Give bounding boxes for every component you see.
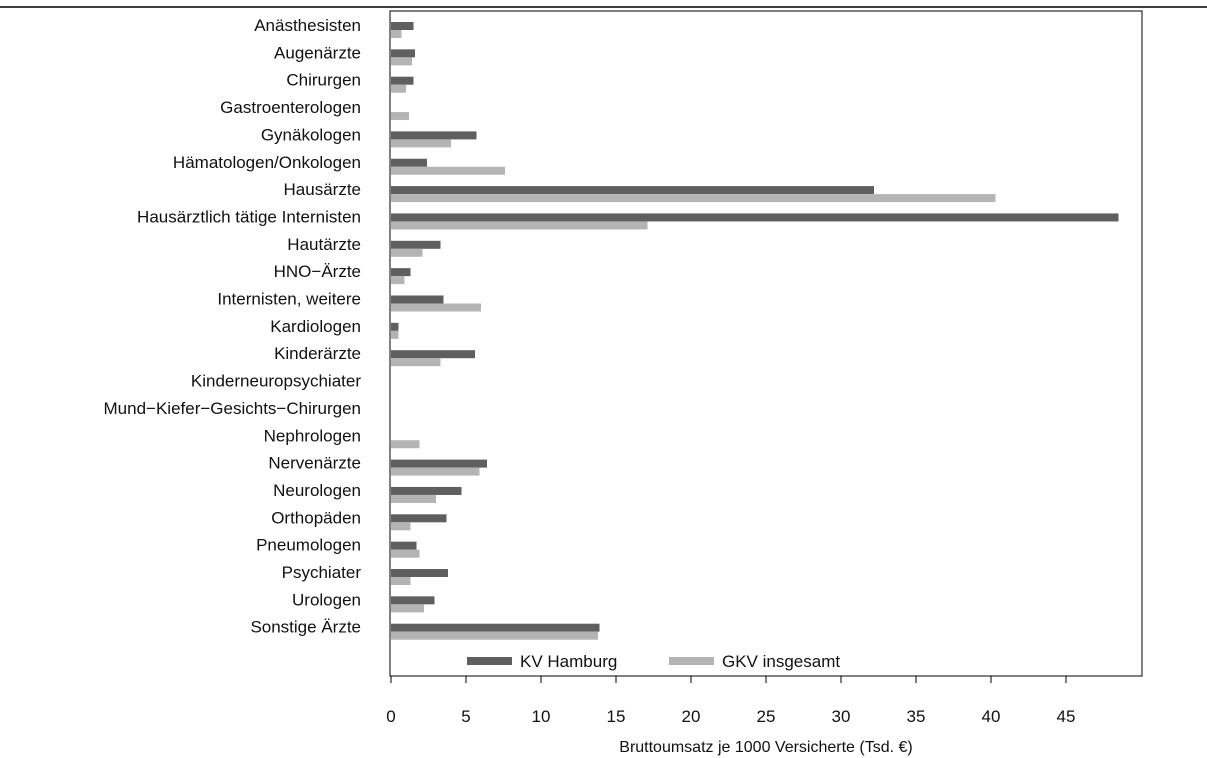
category-label: Neurologen — [273, 481, 361, 500]
category-labels: Anästhesisten Augenärzte Chirurgen Gastroen… — [104, 16, 362, 637]
bar-gkv-insgesamt — [391, 549, 420, 558]
legend-kv-hamburg-label: KV Hamburg — [520, 652, 617, 671]
x-axis-title: Bruttoumsatz je 1000 Versicherte (Tsd. €… — [619, 739, 912, 756]
bar-kv-hamburg — [391, 459, 487, 468]
bar-kv-hamburg — [391, 186, 874, 195]
bar-gkv-insgesamt — [391, 84, 406, 93]
bar-kv-hamburg — [391, 322, 399, 331]
bar-kv-hamburg — [391, 569, 448, 577]
bar-kv-hamburg — [391, 268, 411, 277]
bar-kv-hamburg — [391, 22, 414, 30]
bar-gkv-insgesamt — [391, 467, 480, 476]
plot-frame — [389, 10, 1143, 677]
x-tick-label: 30 — [832, 707, 851, 726]
category-label: Internisten, weitere — [217, 290, 361, 309]
category-label: Hausärzte — [284, 180, 361, 199]
bar-kv-hamburg — [391, 76, 414, 85]
bar-kv-hamburg — [391, 596, 435, 605]
bar-gkv-insgesamt — [391, 303, 481, 312]
legend-gkv-insgesamt-swatch — [669, 657, 714, 665]
bar-kv-hamburg — [391, 131, 477, 140]
category-label: Gynäkologen — [261, 125, 361, 144]
bar-gkv-insgesamt — [391, 166, 505, 175]
bar-kv-hamburg — [391, 541, 417, 550]
bars — [391, 22, 1119, 640]
bar-gkv-insgesamt — [391, 57, 412, 66]
bar-gkv-insgesamt — [391, 494, 436, 503]
x-tick-label: 45 — [1057, 707, 1076, 726]
legend: KV Hamburg GKV insgesamt — [467, 652, 840, 671]
bar-gkv-insgesamt — [391, 522, 411, 531]
category-label: Chirurgen — [286, 71, 361, 90]
category-label: Hautärzte — [287, 235, 361, 254]
x-tick-label: 0 — [386, 707, 395, 726]
category-label: Anästhesisten — [254, 16, 361, 35]
category-label: Hämatologen/Onkologen — [173, 153, 361, 172]
bar-gkv-insgesamt — [391, 631, 598, 640]
bar-gkv-insgesamt — [391, 248, 423, 257]
category-label: HNO−Ärzte — [274, 262, 361, 281]
bar-gkv-insgesamt — [391, 276, 405, 285]
category-label: Orthopäden — [271, 508, 361, 527]
x-tick-label: 40 — [982, 707, 1001, 726]
bar-gkv-insgesamt — [391, 358, 441, 367]
bar-kv-hamburg — [391, 295, 444, 304]
category-label: Mund−Kiefer−Gesichts−Chirurgen — [104, 399, 362, 418]
bar-gkv-insgesamt — [391, 112, 409, 121]
legend-gkv-insgesamt-label: GKV insgesamt — [722, 652, 840, 671]
bar-gkv-insgesamt — [391, 194, 996, 203]
category-label: Gastroenterologen — [220, 98, 361, 117]
bar-gkv-insgesamt — [391, 577, 411, 585]
bar-kv-hamburg — [391, 158, 427, 167]
x-tick-label: 5 — [461, 707, 470, 726]
bar-kv-hamburg — [391, 49, 415, 58]
bar-kv-hamburg — [391, 623, 600, 632]
x-tick-label: 25 — [757, 707, 776, 726]
category-label: Augenärzte — [274, 43, 361, 62]
category-label: Kardiologen — [270, 317, 361, 336]
bar-gkv-insgesamt — [391, 440, 420, 449]
x-tick-label: 10 — [532, 707, 551, 726]
bar-gkv-insgesamt — [391, 604, 424, 613]
category-label: Kinderneuropsychiater — [191, 372, 361, 391]
bar-kv-hamburg — [391, 350, 475, 359]
category-label: Nephrologen — [264, 426, 361, 445]
bar-kv-hamburg — [391, 213, 1119, 222]
category-label: Hausärztlich tätige Internisten — [137, 207, 361, 226]
category-label: Kinderärzte — [274, 344, 361, 363]
bar-gkv-insgesamt — [391, 30, 402, 38]
x-tick-label: 35 — [907, 707, 926, 726]
bar-kv-hamburg — [391, 486, 462, 495]
category-label: Sonstige Ärzte — [250, 618, 361, 637]
legend-kv-hamburg-swatch — [467, 657, 512, 665]
bar-kv-hamburg — [391, 240, 441, 249]
bar-gkv-insgesamt — [391, 221, 648, 230]
x-tick-label: 15 — [607, 707, 626, 726]
category-label: Nervenärzte — [268, 454, 361, 473]
bar-gkv-insgesamt — [391, 330, 399, 339]
bar-kv-hamburg — [391, 514, 447, 523]
category-label: Pneumologen — [256, 536, 361, 555]
category-label: Psychiater — [282, 563, 362, 582]
category-label: Urologen — [292, 590, 361, 609]
bar-gkv-insgesamt — [391, 139, 451, 148]
x-tick-label: 20 — [682, 707, 701, 726]
x-axis: 0 5 10 15 20 25 30 35 40 45 — [386, 676, 1075, 726]
